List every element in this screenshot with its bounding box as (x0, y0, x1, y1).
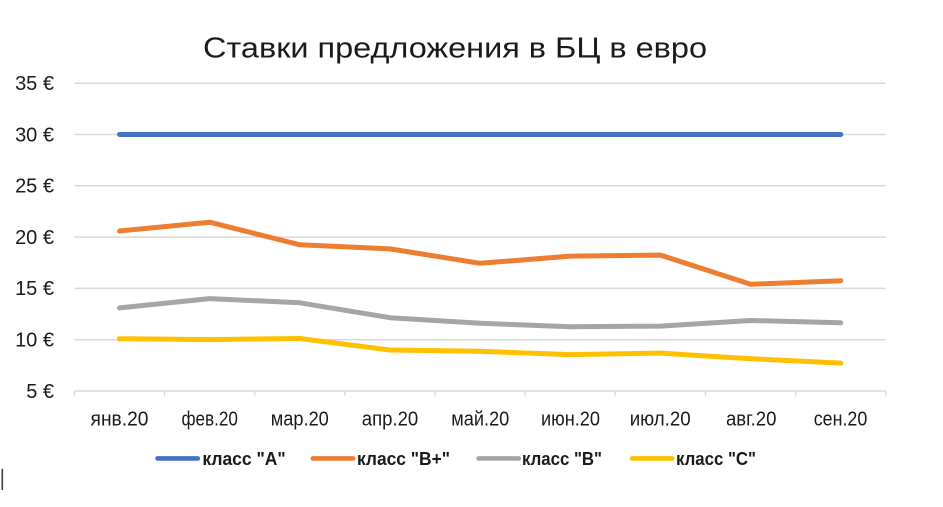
svg-text:фев.20: фев.20 (181, 409, 238, 431)
svg-text:класс "В+": класс "В+" (357, 449, 450, 469)
svg-text:сен.20: сен.20 (814, 409, 868, 431)
svg-text:5 €: 5 € (26, 381, 54, 403)
svg-text:Ставки предложения в БЦ в евро: Ставки предложения в БЦ в евро (203, 33, 707, 65)
svg-text:класс "С": класс "С" (676, 449, 756, 469)
svg-text:июн.20: июн.20 (541, 409, 600, 431)
svg-text:25 €: 25 € (15, 176, 54, 198)
svg-text:30 €: 30 € (15, 124, 54, 146)
svg-text:апр.20: апр.20 (362, 409, 419, 431)
svg-text:авг.20: авг.20 (726, 409, 777, 431)
svg-text:10 €: 10 € (15, 330, 54, 352)
svg-text:мар.20: мар.20 (271, 409, 329, 431)
svg-text:янв.20: янв.20 (91, 409, 149, 431)
svg-text:20 €: 20 € (15, 227, 54, 249)
svg-text:класс "А": класс "А" (202, 449, 285, 469)
svg-text:35 €: 35 € (15, 73, 54, 95)
svg-text:июл.20: июл.20 (630, 409, 691, 431)
svg-text:15 €: 15 € (15, 278, 54, 300)
svg-text:май.20: май.20 (451, 409, 509, 431)
svg-text:класс "В": класс "В" (522, 449, 602, 469)
